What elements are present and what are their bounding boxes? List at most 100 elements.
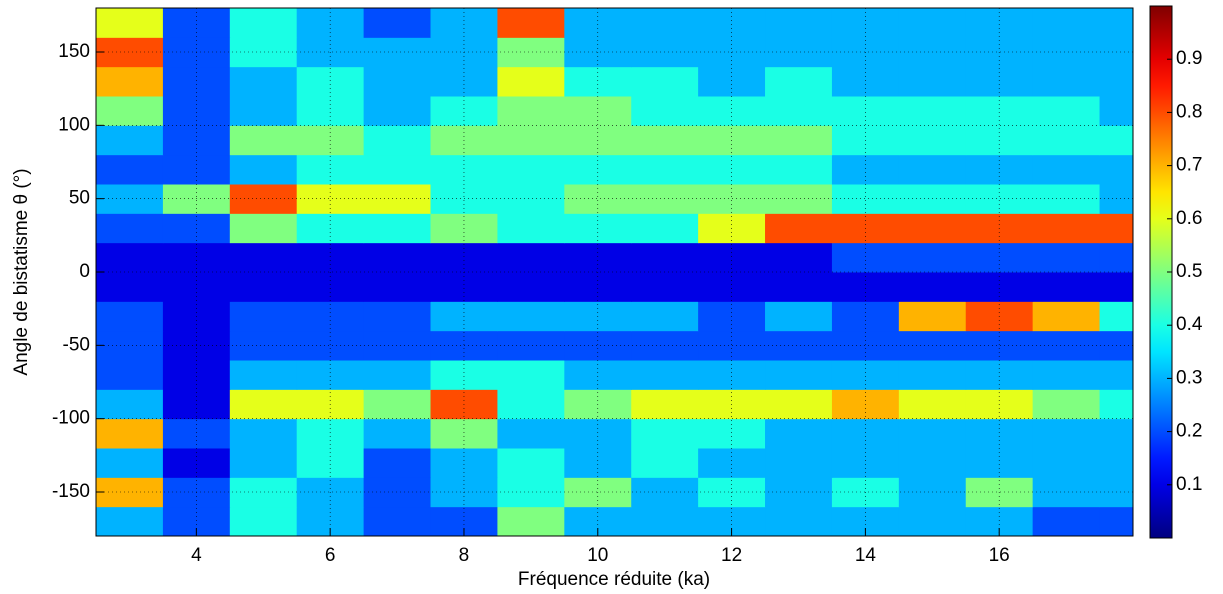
heat-cell (497, 360, 565, 390)
heat-cell (296, 154, 365, 185)
heat-cell (564, 154, 632, 185)
heat-cell (831, 242, 900, 273)
heat-cell (96, 448, 164, 478)
heat-cell (96, 37, 164, 68)
heat-cell (1032, 154, 1101, 185)
heat-cell (497, 184, 565, 214)
heat-cell (497, 330, 565, 361)
heat-cell (497, 418, 565, 449)
heat-cell (765, 184, 833, 214)
heat-cell (96, 96, 164, 126)
heat-cell (1032, 213, 1101, 244)
heat-cell (1032, 418, 1101, 449)
heat-cell (430, 154, 498, 185)
heat-cell (497, 37, 565, 68)
heat-cell (162, 154, 231, 185)
heat-cell (497, 448, 565, 478)
y-tick-label: 50 (69, 188, 90, 209)
heat-cell (229, 242, 298, 273)
heat-cell (1099, 272, 1133, 302)
colorbar-tick-label: 0.9 (1176, 48, 1202, 69)
heat-cell (430, 66, 498, 97)
heat-cell (497, 213, 565, 244)
heat-cell (631, 301, 699, 332)
heat-cell (698, 418, 766, 449)
heat-cell (631, 360, 699, 390)
heat-cell (1032, 184, 1101, 214)
heat-cell (296, 66, 365, 97)
heat-cell (363, 448, 432, 478)
heat-cell (631, 242, 699, 273)
heat-cell (765, 242, 833, 273)
heat-cell (631, 418, 699, 449)
heat-cell (898, 125, 967, 156)
heat-cell (564, 66, 632, 97)
heat-cell (1032, 37, 1101, 68)
heat-cell (363, 242, 432, 273)
heat-cell (229, 272, 298, 302)
heat-cell (765, 272, 833, 302)
heat-cell (965, 242, 1034, 273)
heat-cell (1099, 213, 1133, 244)
heat-cell (765, 213, 833, 244)
heat-cell (229, 389, 298, 420)
heat-cell (363, 272, 432, 302)
heat-cell (96, 330, 164, 361)
heat-cell (898, 8, 967, 38)
heat-cell (96, 154, 164, 185)
heat-cell (1032, 272, 1101, 302)
heat-cell (96, 184, 164, 214)
heat-cell (1032, 477, 1101, 508)
y-tick-label: 100 (58, 114, 90, 135)
heat-cell (631, 96, 699, 126)
heat-cell (229, 360, 298, 390)
heat-cell (497, 96, 565, 126)
heat-cell (631, 66, 699, 97)
heat-cell (1099, 301, 1133, 332)
y-tick-label: -150 (52, 481, 90, 502)
heat-cell (430, 418, 498, 449)
heat-cell (363, 389, 432, 420)
colorbar-tick-label: 0.8 (1176, 101, 1202, 122)
x-axis-label: Fréquence réduite (ka) (518, 569, 710, 590)
heat-cell (631, 448, 699, 478)
heat-cell (898, 448, 967, 478)
heat-cell (898, 242, 967, 273)
heat-cell (765, 96, 833, 126)
heat-cell (1099, 8, 1133, 38)
heat-cell (96, 389, 164, 420)
x-tick-label: 6 (325, 545, 336, 566)
heat-cell (631, 272, 699, 302)
heat-cell (698, 154, 766, 185)
heat-cell (96, 506, 164, 536)
heat-cell (96, 125, 164, 156)
heat-cell (765, 154, 833, 185)
heat-cell (765, 477, 833, 508)
heat-cell (363, 66, 432, 97)
heat-cell (96, 272, 164, 302)
heat-cell (363, 301, 432, 332)
heat-cell (898, 96, 967, 126)
heat-cell (1099, 418, 1133, 449)
heat-cell (698, 242, 766, 273)
heat-cell (898, 213, 967, 244)
heat-cell (1032, 360, 1101, 390)
heat-cell (229, 96, 298, 126)
heat-cell (765, 448, 833, 478)
heat-cell (497, 477, 565, 508)
heat-cell (497, 242, 565, 273)
heat-cell (765, 389, 833, 420)
colorbar-tick-label: 0.2 (1176, 421, 1202, 442)
heat-cell (631, 154, 699, 185)
heat-cell (497, 506, 565, 536)
heat-cell (229, 506, 298, 536)
heat-cell (898, 154, 967, 185)
heat-cell (1032, 330, 1101, 361)
heat-cell (229, 418, 298, 449)
heat-cell (631, 506, 699, 536)
heat-cell (898, 301, 967, 332)
heat-cell (363, 330, 432, 361)
heat-cell (363, 506, 432, 536)
heat-cell (96, 477, 164, 508)
heat-cell (363, 360, 432, 390)
